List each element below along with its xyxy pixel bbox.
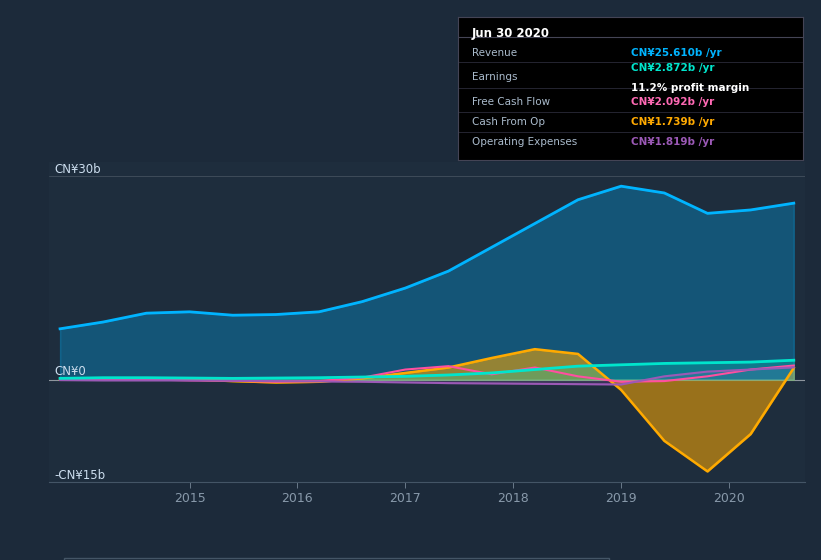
- Text: CN¥1.819b /yr: CN¥1.819b /yr: [631, 137, 713, 147]
- Text: Free Cash Flow: Free Cash Flow: [472, 97, 550, 108]
- Text: Earnings: Earnings: [472, 72, 517, 82]
- Text: -CN¥15b: -CN¥15b: [55, 469, 106, 482]
- Text: Cash From Op: Cash From Op: [472, 118, 545, 128]
- Text: Revenue: Revenue: [472, 48, 517, 58]
- Text: 11.2% profit margin: 11.2% profit margin: [631, 83, 749, 93]
- Text: CN¥2.872b /yr: CN¥2.872b /yr: [631, 63, 714, 73]
- Text: Operating Expenses: Operating Expenses: [472, 137, 577, 147]
- Legend: Revenue, Earnings, Free Cash Flow, Cash From Op, Operating Expenses: Revenue, Earnings, Free Cash Flow, Cash …: [64, 558, 609, 560]
- Text: CN¥1.739b /yr: CN¥1.739b /yr: [631, 118, 714, 128]
- Text: CN¥25.610b /yr: CN¥25.610b /yr: [631, 48, 721, 58]
- Text: CN¥2.092b /yr: CN¥2.092b /yr: [631, 97, 713, 108]
- Text: Jun 30 2020: Jun 30 2020: [472, 27, 550, 40]
- Text: CN¥0: CN¥0: [55, 365, 86, 377]
- Text: CN¥30b: CN¥30b: [55, 163, 101, 176]
